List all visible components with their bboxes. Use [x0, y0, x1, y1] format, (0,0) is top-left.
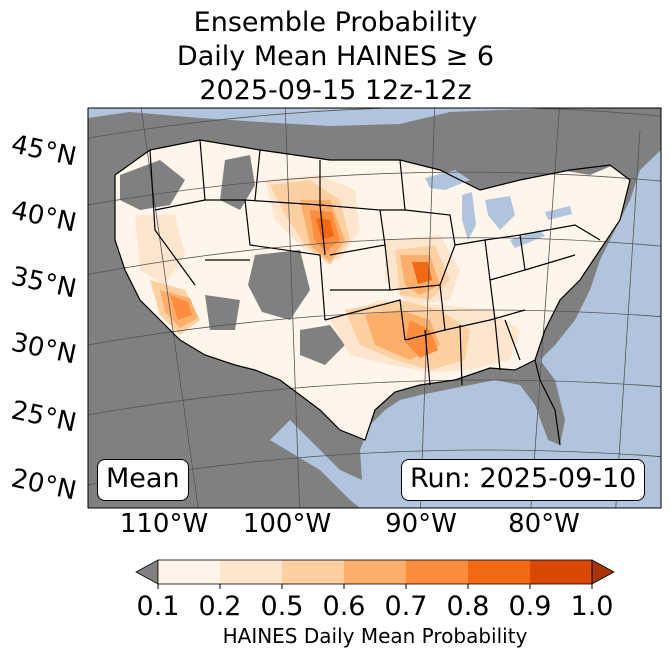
colorbar-tick-label: 1.0	[571, 591, 614, 622]
map-frame	[87, 107, 662, 509]
nodata-patch	[540, 120, 640, 175]
colorbar-over-arrow	[591, 559, 615, 585]
lon-label-80: 80°W	[508, 509, 580, 539]
nodata-patch	[248, 250, 310, 320]
title-line-3: 2025-09-15 12z-12z	[199, 75, 472, 106]
lat-label-45: 45°N	[9, 130, 79, 173]
lon-label-90: 90°W	[385, 509, 457, 539]
lat-label-25: 25°N	[9, 396, 79, 439]
colorbar-title: HAINES Daily Mean Probability	[223, 624, 528, 648]
colorbar-tick-label: 0.7	[385, 591, 428, 622]
colorbar-under-arrow	[135, 559, 159, 585]
run-label-box: Run: 2025-09-10	[401, 459, 646, 501]
title-line-2: Daily Mean HAINES ≥ 6	[176, 41, 495, 72]
colorbar-tick-label: 0.1	[137, 591, 180, 622]
colorbar-tick-label: 0.5	[261, 591, 304, 622]
colorbar-cell	[468, 560, 531, 584]
nodata-patch	[205, 295, 240, 330]
colorbar-cell	[282, 560, 345, 584]
colorbar-tick-label: 0.6	[323, 591, 366, 622]
lat-label-20: 20°N	[9, 464, 79, 507]
title-line-1: Ensemble Probability	[193, 7, 478, 38]
lat-label-30: 30°N	[9, 328, 79, 371]
colorbar-cell	[530, 560, 593, 584]
lake-erie	[510, 230, 545, 248]
prob-region	[316, 218, 334, 240]
colorbar-cell	[220, 560, 283, 584]
colorbar-cell	[406, 560, 469, 584]
lake-huron	[485, 196, 515, 230]
lake-superior	[425, 170, 470, 190]
nodata-patch	[220, 155, 255, 210]
lat-label-40: 40°N	[9, 196, 79, 239]
colorbar-cell	[158, 560, 221, 584]
nodata-patch	[300, 325, 345, 365]
lon-label-100: 100°W	[243, 509, 331, 539]
prob-region	[405, 320, 438, 358]
lon-label-110: 110°W	[120, 509, 208, 539]
prob-region	[170, 295, 192, 320]
stat-label-box: Mean	[97, 459, 189, 501]
lake-michigan	[462, 192, 476, 240]
prob-region	[412, 262, 432, 284]
colorbar-tick-label: 0.8	[447, 591, 490, 622]
colorbar-tick-label: 0.2	[199, 591, 242, 622]
mexico-land	[230, 440, 360, 508]
colorbar-cell	[344, 560, 407, 584]
prob-region	[135, 215, 185, 285]
colorbar-tick-label: 0.9	[509, 591, 552, 622]
borders	[114, 139, 631, 446]
lat-label-35: 35°N	[9, 262, 79, 305]
colorbar: 0.1 0.2 0.5 0.6 0.7 0.8 0.9 1.0 HAINES Daily Me…	[135, 559, 615, 648]
colorbar-frame	[157, 559, 593, 585]
